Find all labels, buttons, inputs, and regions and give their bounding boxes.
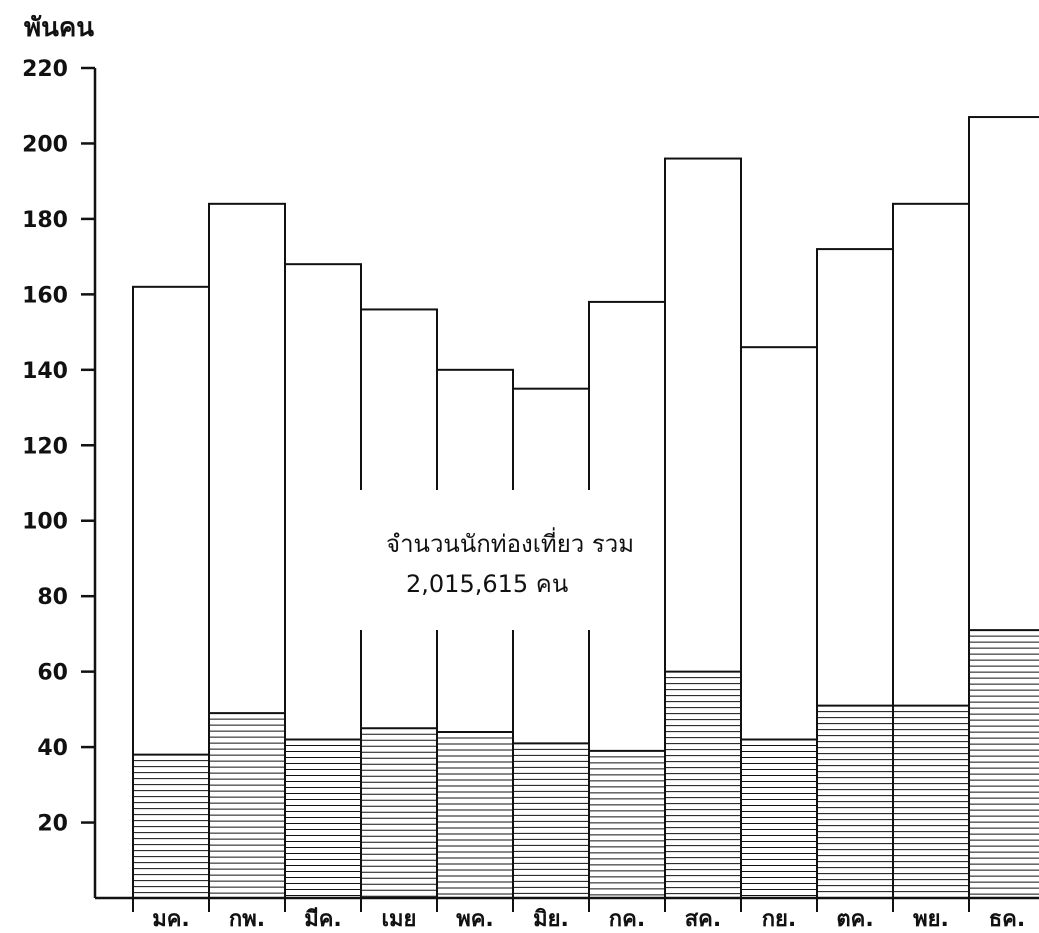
- bar-hatched-portion: [893, 704, 969, 899]
- annotation-background: [360, 490, 660, 630]
- bar-hatched-portion: [665, 670, 741, 895]
- bar-total: [892, 202, 970, 899]
- y-tick-label: 180: [22, 208, 68, 233]
- x-tick-label: กพ.: [229, 907, 265, 932]
- y-tick-label: 60: [37, 661, 68, 686]
- bar-hatched-portion: [817, 704, 893, 899]
- y-axis-unit-label: พันคน: [24, 13, 94, 43]
- bar-hatched-portion: [969, 629, 1039, 895]
- bar-hatched-portion: [513, 742, 589, 894]
- bar-total: [968, 116, 1039, 899]
- bar-hatched-portion: [361, 727, 437, 897]
- x-tick-label: มิย.: [533, 907, 569, 932]
- y-tick-label: 40: [37, 736, 68, 761]
- x-tick-label: พค.: [456, 907, 494, 932]
- bar-total: [664, 157, 742, 899]
- y-tick-label: 80: [37, 585, 68, 610]
- bar-hatched-portion: [285, 738, 361, 897]
- x-tick-label: เมย: [382, 907, 417, 932]
- bars-group: [132, 116, 1039, 900]
- bar-hatched-portion: [209, 712, 285, 894]
- bar-total: [284, 263, 362, 899]
- y-tick-label: 120: [22, 434, 68, 459]
- x-tick-label: ธค.: [989, 907, 1026, 932]
- annotation-line-1: จำนวนนักท่องเที่ยว รวม: [386, 527, 634, 558]
- x-labels-group: มค. กพ. มีค. เมย พค. มิย. กค. สค. กย. ตค. พย. ธค.: [132, 898, 1026, 932]
- x-tick-label: มค.: [152, 907, 190, 932]
- bar-total: [816, 248, 894, 900]
- y-tick-label: 220: [22, 57, 68, 82]
- y-tick-label: 100: [22, 510, 68, 535]
- x-tick-label: สค.: [685, 907, 722, 932]
- bar-hatched-portion: [133, 753, 209, 894]
- bar-total: [740, 346, 818, 899]
- y-tick-label: 160: [22, 283, 68, 308]
- annotation-line-2: 2,015,615 คน: [406, 570, 568, 598]
- y-tick-label: 140: [22, 359, 68, 384]
- bar-total: [436, 368, 514, 899]
- y-tick-label: 20: [37, 812, 68, 837]
- x-tick-label: ตค.: [836, 907, 873, 932]
- bar-hatched-portion: [437, 731, 513, 895]
- x-tick-label: มีค.: [304, 907, 342, 932]
- x-tick-label: พย.: [913, 907, 949, 932]
- x-tick-label: กค.: [609, 907, 645, 932]
- y-axis-group: 20 40 60 80 100 120 140 160 180 200 220: [22, 57, 1039, 900]
- bar-hatched-portion: [589, 749, 665, 896]
- y-tick-label: 200: [22, 132, 68, 157]
- bar-hatched-portion: [741, 738, 817, 897]
- bar-total: [208, 202, 286, 899]
- x-tick-label: กย.: [762, 907, 797, 932]
- bar-total: [132, 285, 210, 899]
